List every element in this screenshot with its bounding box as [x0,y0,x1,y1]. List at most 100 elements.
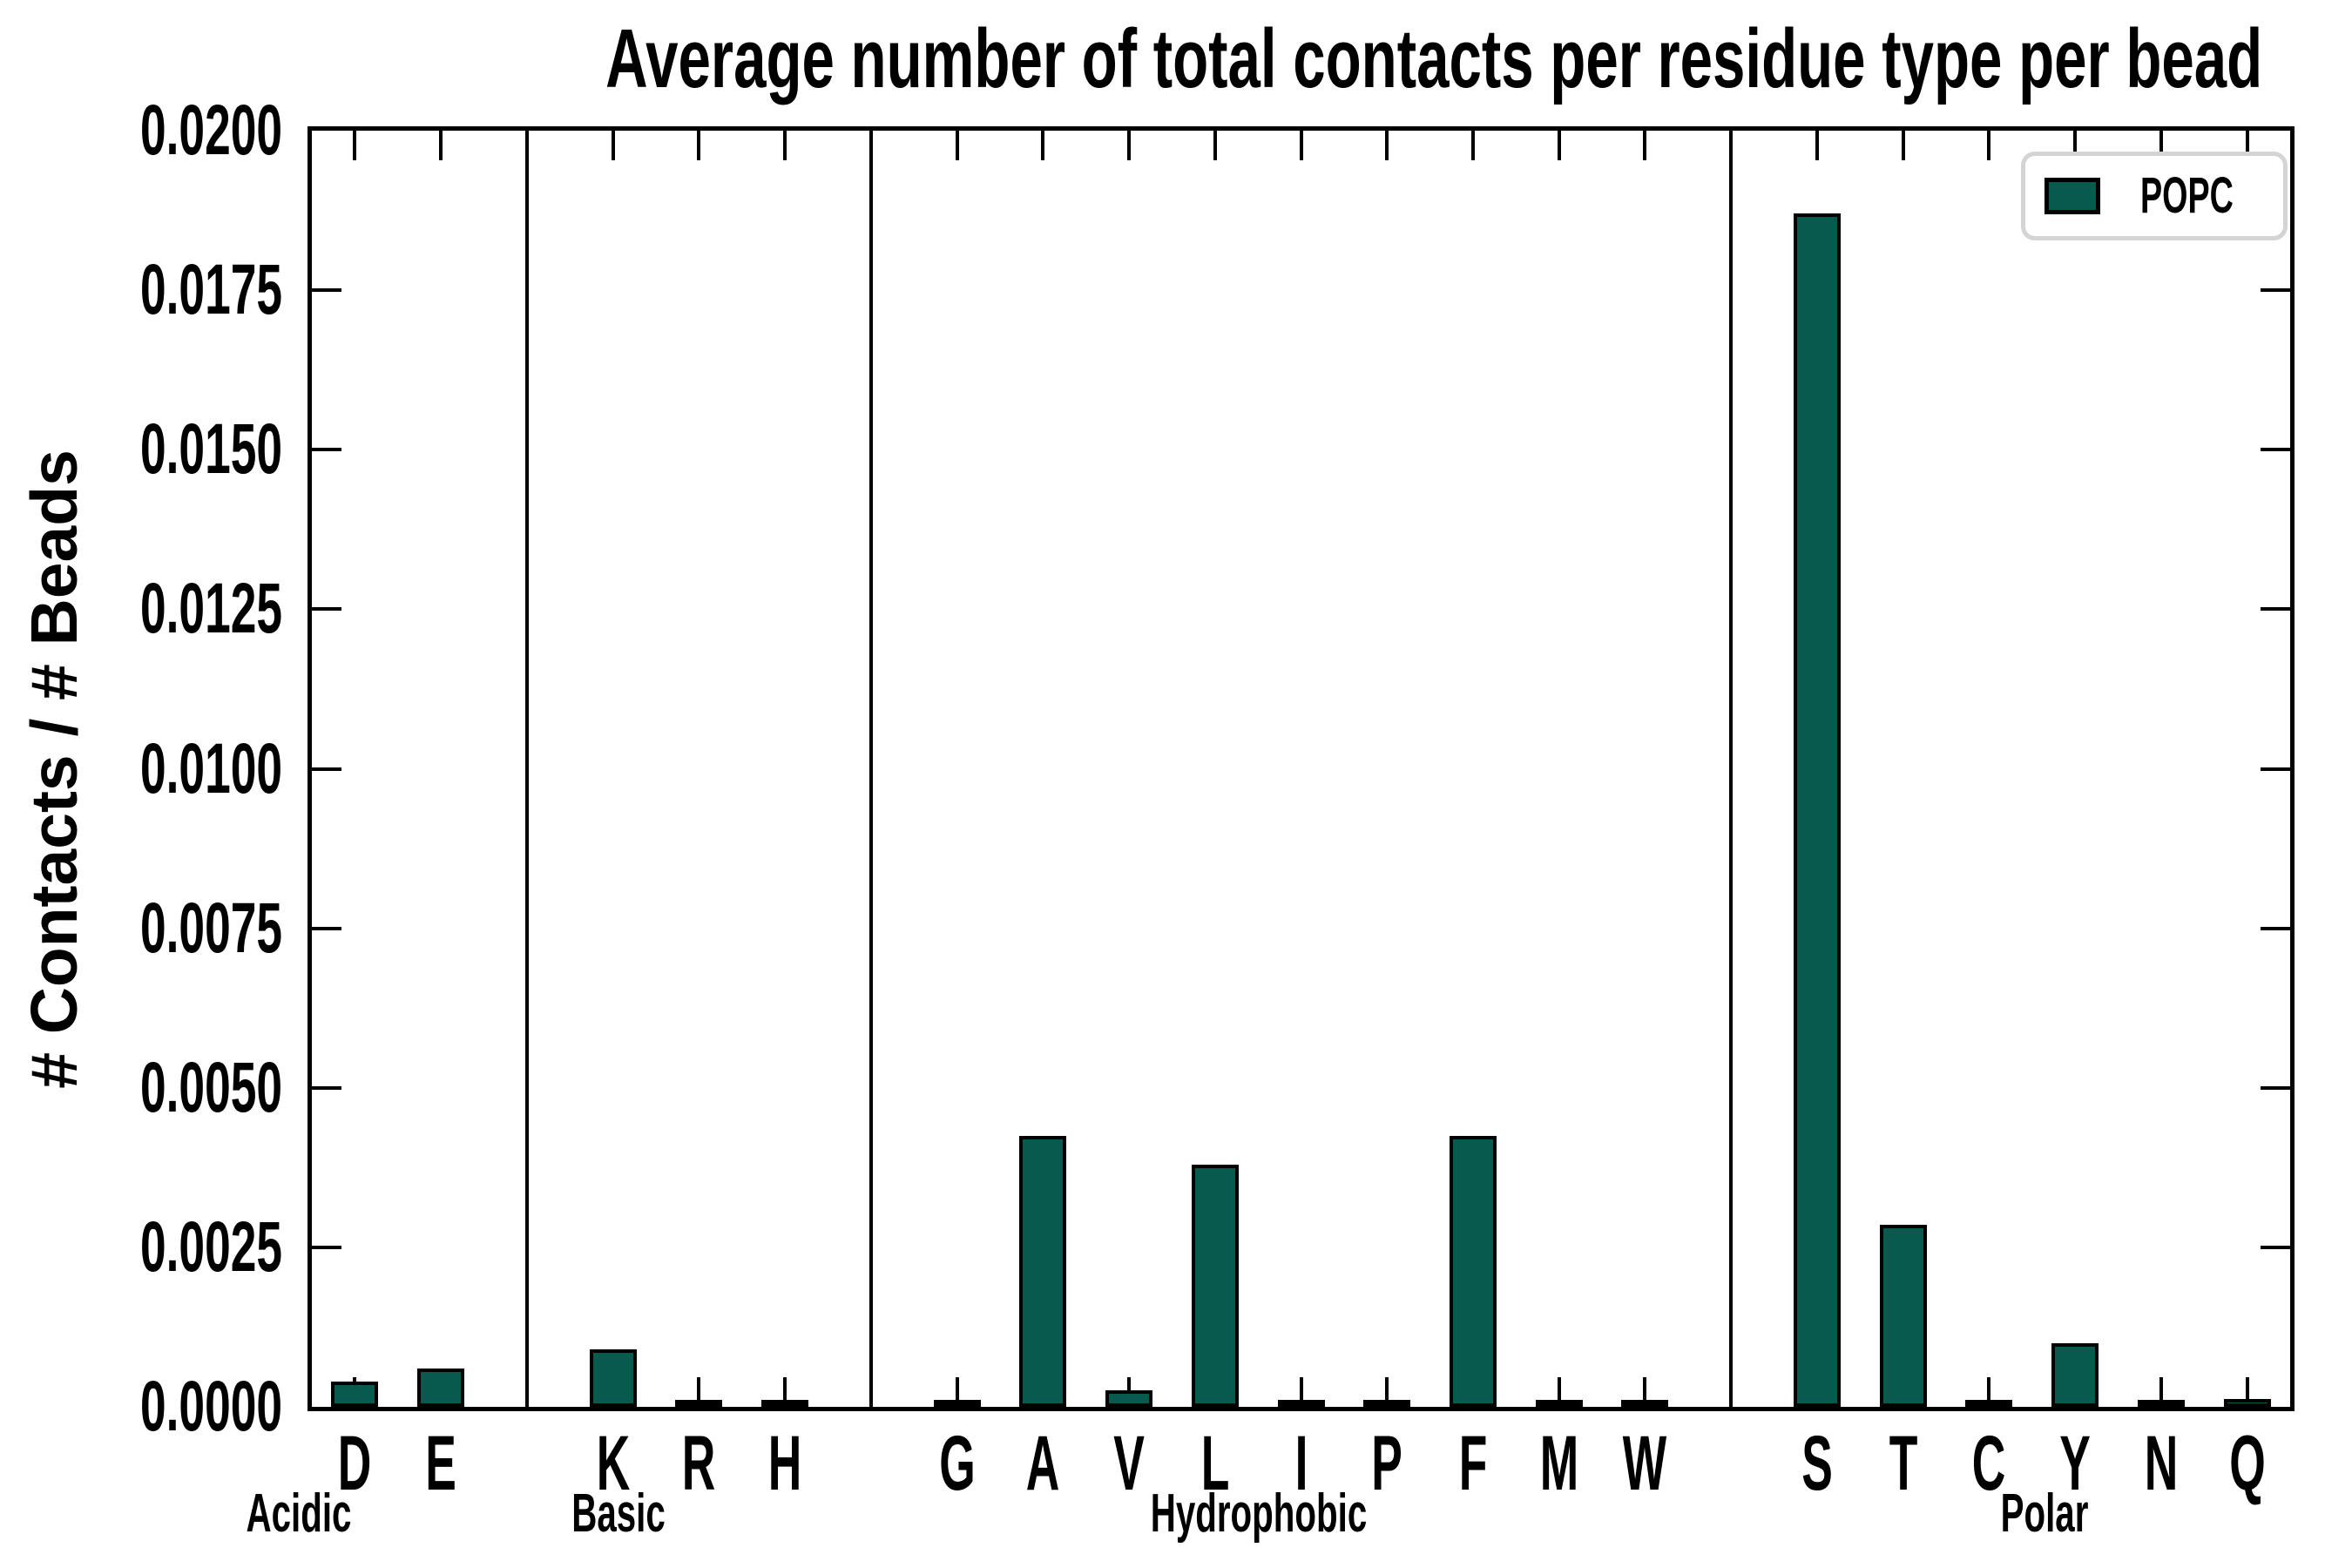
x-tick [353,131,357,160]
x-tick-label-M: M [1539,1419,1578,1506]
x-tick-label-V: V [1113,1419,1145,1506]
y-tick [2261,288,2290,292]
y-tick [312,1246,341,1249]
x-tick-label-A: A [1025,1419,1060,1506]
bar-S [1793,213,1841,1407]
x-tick [1299,131,1303,160]
y-tick [2261,1246,2290,1249]
y-tick [2261,607,2290,611]
x-tick [2159,1377,2163,1407]
x-tick [2159,131,2163,160]
x-tick [1557,1377,1561,1407]
x-tick [1987,1377,1991,1407]
legend-label: POPC [2139,167,2234,224]
x-tick [1299,1377,1303,1407]
bar-C [1965,1400,2013,1407]
y-tick-label: 0.0050 [139,1048,282,1127]
y-tick [312,607,341,611]
y-tick-label: 0.0100 [139,729,282,808]
x-tick-label-D: D [338,1419,372,1506]
x-tick [1385,1377,1389,1407]
x-tick [439,131,443,160]
bar-L [1191,1165,1239,1407]
x-tick [1127,131,1132,160]
x-tick [955,131,959,160]
y-tick-label: 0.0025 [139,1207,282,1287]
y-tick-label: 0.0175 [139,250,282,329]
bar-K [589,1349,637,1407]
x-tick [1815,131,1819,160]
group-separator [1729,131,1734,1407]
x-tick [1987,131,1991,160]
group-separator [524,131,529,1407]
x-tick-label-T: T [1889,1419,1917,1506]
y-tick [2261,1086,2290,1090]
x-tick [1901,131,1905,160]
bar-R [675,1400,723,1407]
x-tick [783,131,787,160]
x-tick [697,131,701,160]
x-tick-label-H: H [767,1419,802,1506]
bar-W [1621,1400,1669,1407]
bar-V [1105,1390,1153,1407]
x-tick [611,131,615,160]
x-tick [1557,131,1561,160]
y-tick [312,927,341,930]
bar-A [1019,1136,1067,1407]
bar-T [1879,1225,1927,1407]
bar-F [1449,1136,1497,1407]
group-label-polar: Polar [2000,1484,2089,1544]
y-tick [2261,767,2290,771]
x-tick-label-P: P [1371,1419,1403,1506]
group-label-acidic: Acidic [246,1484,352,1544]
y-tick [312,767,341,771]
x-tick [2245,131,2249,160]
y-tick [312,448,341,451]
x-tick-label-K: K [596,1419,630,1506]
x-tick-label-E: E [425,1419,456,1506]
y-tick-label: 0.0200 [139,91,282,170]
y-tick [312,1086,341,1090]
x-tick [2245,1377,2249,1407]
x-tick-label-Y: Y [2059,1419,2091,1506]
x-tick [783,1377,787,1407]
group-separator [868,131,873,1407]
x-tick-label-G: G [938,1419,976,1506]
x-tick-label-R: R [682,1419,716,1506]
x-tick [955,1377,959,1407]
group-label-basic: Basic [571,1484,666,1544]
bar-P [1363,1400,1411,1407]
bar-D [331,1382,379,1407]
x-tick-label-W: W [1623,1419,1667,1506]
x-tick [2073,131,2078,160]
x-tick-label-L: L [1200,1419,1230,1506]
x-tick [1643,131,1647,160]
plot-area [308,126,2295,1411]
x-tick [1385,131,1389,160]
x-tick [1470,131,1475,160]
x-tick-label-S: S [1801,1419,1833,1506]
y-tick [2261,927,2290,930]
y-tick-label: 0.0075 [139,889,282,968]
legend: POPC [2021,152,2288,240]
x-tick-label-I: I [1294,1419,1308,1506]
bar-M [1535,1400,1583,1407]
legend-swatch-popc [2044,178,2100,214]
bar-Q [2223,1399,2271,1407]
bar-H [761,1400,809,1407]
x-tick [1213,131,1217,160]
y-tick-label: 0.0150 [139,409,282,489]
chart-title: Average number of total contacts per res… [605,12,2263,105]
y-tick-label: 0.0125 [139,569,282,648]
bar-E [417,1369,465,1407]
y-tick [2261,448,2290,451]
x-tick-label-F: F [1458,1419,1488,1506]
x-tick-label-C: C [1972,1419,2006,1506]
bar-N [2137,1400,2185,1407]
x-tick [1643,1377,1647,1407]
bar-Y [2051,1343,2099,1407]
x-tick-label-N: N [2144,1419,2179,1506]
x-tick [1041,131,1045,160]
y-tick-label: 0.0000 [139,1367,282,1446]
